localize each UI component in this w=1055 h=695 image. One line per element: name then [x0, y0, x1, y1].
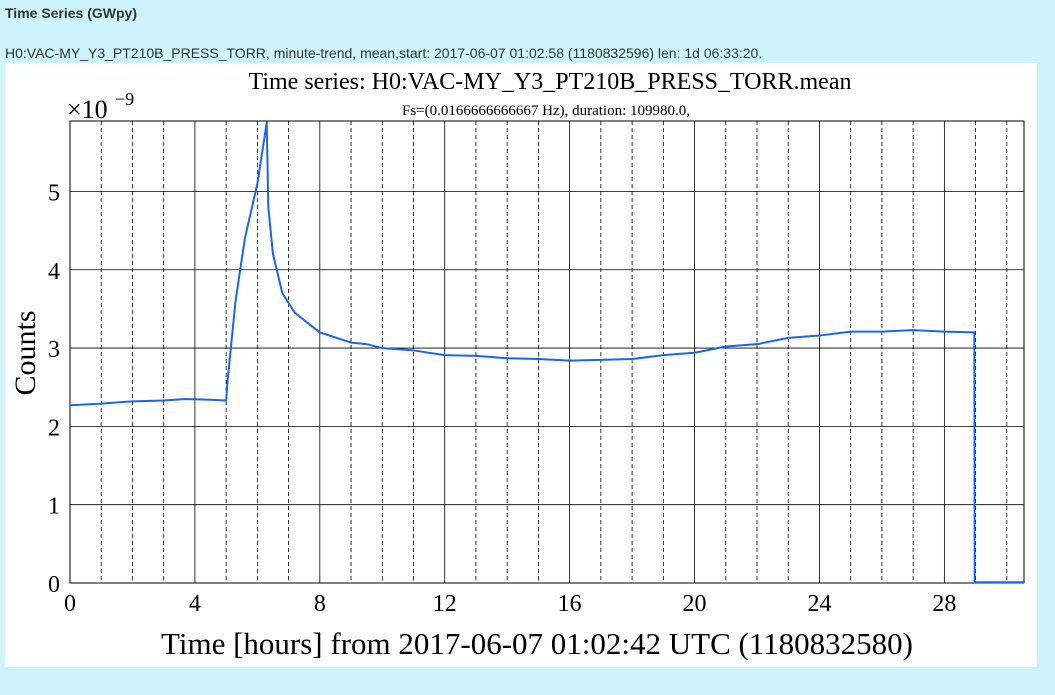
series-line [69, 121, 1024, 584]
x-tick-label: 24 [807, 591, 831, 617]
plot-frame [69, 120, 1025, 584]
x-tick-label: 8 [314, 591, 326, 617]
y-tick-label: 4 [48, 259, 60, 285]
y-tick-label: 0 [48, 572, 60, 598]
x-tick-label: 16 [558, 591, 582, 617]
y-tick-label: 3 [48, 337, 60, 363]
x-tick-label: 28 [932, 591, 956, 617]
page-title: Time Series (GWpy) [5, 5, 138, 21]
y-offset-base: ×10 [67, 95, 108, 124]
x-axis-label: Time [hours] from 2017-06-07 01:02:42 UT… [161, 626, 913, 661]
x-tick-label: 12 [433, 591, 457, 617]
y-tick-label: 2 [48, 415, 60, 441]
chart: Time series: H0:VAC-MY_Y3_PT210B_PRESS_T… [5, 63, 1037, 667]
x-tick-label: 4 [189, 591, 201, 617]
y-axis-label: Counts [9, 310, 42, 395]
y-offset-exponent: −9 [115, 89, 134, 109]
y-tick-label: 5 [48, 180, 60, 206]
y-tick-label: 1 [48, 494, 60, 520]
x-tick-label: 20 [683, 591, 707, 617]
info-line: H0:VAC-MY_Y3_PT210B_PRESS_TORR, minute-t… [5, 45, 763, 61]
x-tick-label: 0 [64, 591, 76, 617]
chart-subtitle: Fs=(0.0166666666667 Hz), duration: 10998… [402, 103, 690, 119]
chart-title: Time series: H0:VAC-MY_Y3_PT210B_PRESS_T… [249, 69, 852, 95]
